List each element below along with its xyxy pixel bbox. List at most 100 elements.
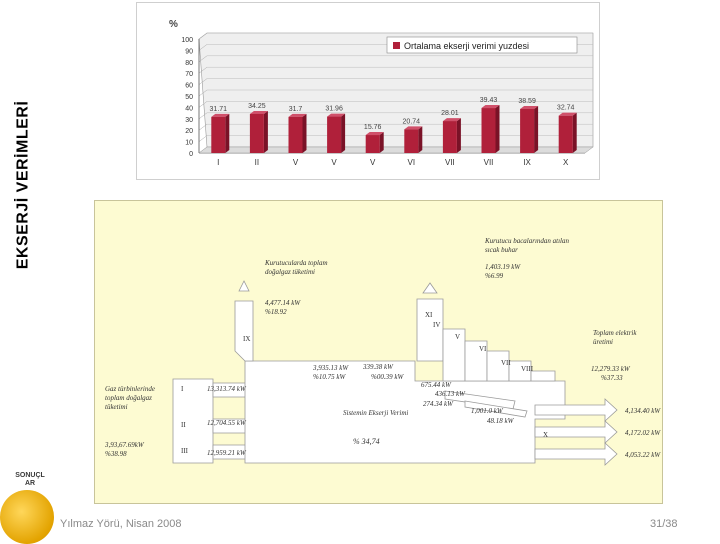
y-tick-label: 40 — [185, 105, 193, 112]
data-label: 31.96 — [325, 106, 343, 113]
diagram-box-label: V — [455, 333, 460, 341]
gridline-side — [198, 78, 208, 85]
value-m7: 48.18 kW — [487, 417, 514, 425]
y-tick-label: 100 — [181, 37, 193, 44]
bar-top — [211, 113, 230, 117]
data-label: 34.25 — [248, 103, 266, 110]
bar-top — [288, 113, 307, 117]
legend-box — [386, 36, 578, 54]
label-system-eff: Sistemin Ekserji Verimi — [343, 409, 409, 417]
diagram-box-label: III — [181, 447, 189, 455]
bar-top — [520, 106, 539, 110]
diagram-box-label: XI — [425, 311, 433, 319]
label-system-pct: % 34,74 — [353, 437, 380, 446]
diagram-box-label: IV — [433, 321, 440, 329]
value-gaz-pct: %38.98 — [105, 450, 127, 458]
dryer-column — [234, 300, 254, 362]
diagram-box-label: II — [181, 421, 186, 429]
column-viii — [508, 360, 532, 382]
bar-side — [225, 113, 230, 153]
gridline-side — [198, 89, 208, 97]
slide-side-title: EKSERJİ VERİMLERİ — [6, 30, 40, 340]
diagram-box-label: X — [543, 431, 548, 439]
bar-side — [302, 113, 307, 153]
bar-side — [534, 106, 539, 153]
bar-side — [379, 132, 384, 153]
bar-side — [456, 118, 461, 153]
value-m6: 1,001.0 kW — [471, 407, 503, 415]
value-m5: 274.34 kW — [423, 400, 453, 408]
diagram-box-label: VIII — [521, 365, 534, 373]
bar-side — [572, 112, 577, 153]
footer-author: Yılmaz Yörü, Nisan 2008 — [60, 518, 182, 530]
bar — [442, 121, 457, 153]
data-label: 31.7 — [289, 106, 303, 113]
label-kurutucu-stream: Kurutucu bacalarından atılan sıcak buhar — [485, 237, 569, 254]
value-elec-pct: %37.33 — [601, 374, 623, 382]
gridline-side — [198, 66, 208, 74]
column-ix — [530, 370, 556, 382]
bar-top — [481, 105, 500, 109]
y-tick-label: 30 — [185, 117, 193, 124]
bar — [327, 116, 342, 153]
value-v3b: %10.75 kW — [313, 373, 346, 381]
value-gt2: 12,704.55 kW — [207, 419, 246, 427]
legend-label: Ortalama ekserji verimi yuzdesi — [404, 41, 529, 51]
bar-top — [365, 132, 384, 136]
y-tick-label: 80 — [185, 60, 193, 67]
y-tick-label: 0 — [189, 151, 193, 158]
y-tick-label: 60 — [185, 83, 193, 90]
gridline-side — [198, 55, 208, 62]
gridline-side — [198, 101, 208, 108]
column-vii — [486, 350, 510, 382]
bar-top — [404, 126, 423, 130]
bar-top — [442, 118, 461, 122]
grassmann-diagram: I II III IV V VI VII VIII IX X XI Kurutucu bacalar… — [94, 200, 663, 504]
y-tick-label: 90 — [185, 48, 193, 55]
output-arrow-3 — [534, 442, 618, 466]
data-label: 15.76 — [364, 124, 382, 131]
nav-sonuclar-label[interactable]: SONUÇL AR — [15, 472, 45, 487]
value-v1b: %6.99 — [485, 272, 504, 280]
y-axis-label: % — [169, 19, 178, 30]
x-tick-label: V — [370, 158, 376, 167]
data-label: 32.74 — [557, 105, 575, 112]
value-m3: 675.44 kW — [421, 381, 451, 389]
value-m2: %00.39 kW — [371, 373, 404, 381]
data-label: 38.59 — [518, 98, 536, 105]
data-label: 39.43 — [480, 97, 498, 104]
bar — [558, 115, 573, 153]
bar — [249, 113, 264, 153]
gridline-side — [198, 135, 208, 142]
label-kurutucu-loss: Kurutucularda toplam doğalgaz tüketimi — [265, 259, 328, 276]
dryer-arrow — [238, 280, 250, 292]
y-tick-label: 10 — [185, 140, 193, 147]
value-v2b: %18.92 — [265, 308, 287, 316]
data-label: 31.71 — [210, 106, 228, 113]
diagram-box-label: VI — [479, 345, 487, 353]
y-tick-label: 50 — [185, 94, 193, 101]
exergy-efficiency-chart: 0 10 20 30 40 50 60 70 80 90 100% 31.71 I 34.25 II 31.7… — [169, 19, 594, 167]
data-label: 28.01 — [441, 110, 459, 117]
label-gaz-input: Gaz türbinlerinde toplam doğalgaz tüketi… — [105, 385, 155, 411]
bar-top — [327, 113, 346, 117]
bar-side — [418, 126, 423, 153]
x-tick-label: I — [217, 158, 219, 167]
value-gt1: 13,313.74 kW — [207, 385, 246, 393]
x-tick-label: V — [331, 158, 337, 167]
bar — [404, 129, 419, 153]
y-tick-label: 70 — [185, 71, 193, 78]
diagram-box-label: VII — [501, 359, 511, 367]
nav-orb-icon[interactable] — [0, 490, 54, 544]
value-elec-total: 12,279.33 kW — [591, 365, 630, 373]
loss-arrow-2 — [464, 400, 528, 418]
column-v — [442, 328, 466, 382]
bar — [211, 116, 226, 153]
x-tick-label: VII — [445, 158, 455, 167]
value-m4: 436.13 kW — [435, 390, 465, 398]
data-label: 20.74 — [403, 118, 421, 125]
bar-top — [249, 110, 268, 114]
output-arrow-2 — [534, 420, 618, 444]
column-vi — [464, 340, 488, 382]
x-tick-label: VII — [484, 158, 494, 167]
